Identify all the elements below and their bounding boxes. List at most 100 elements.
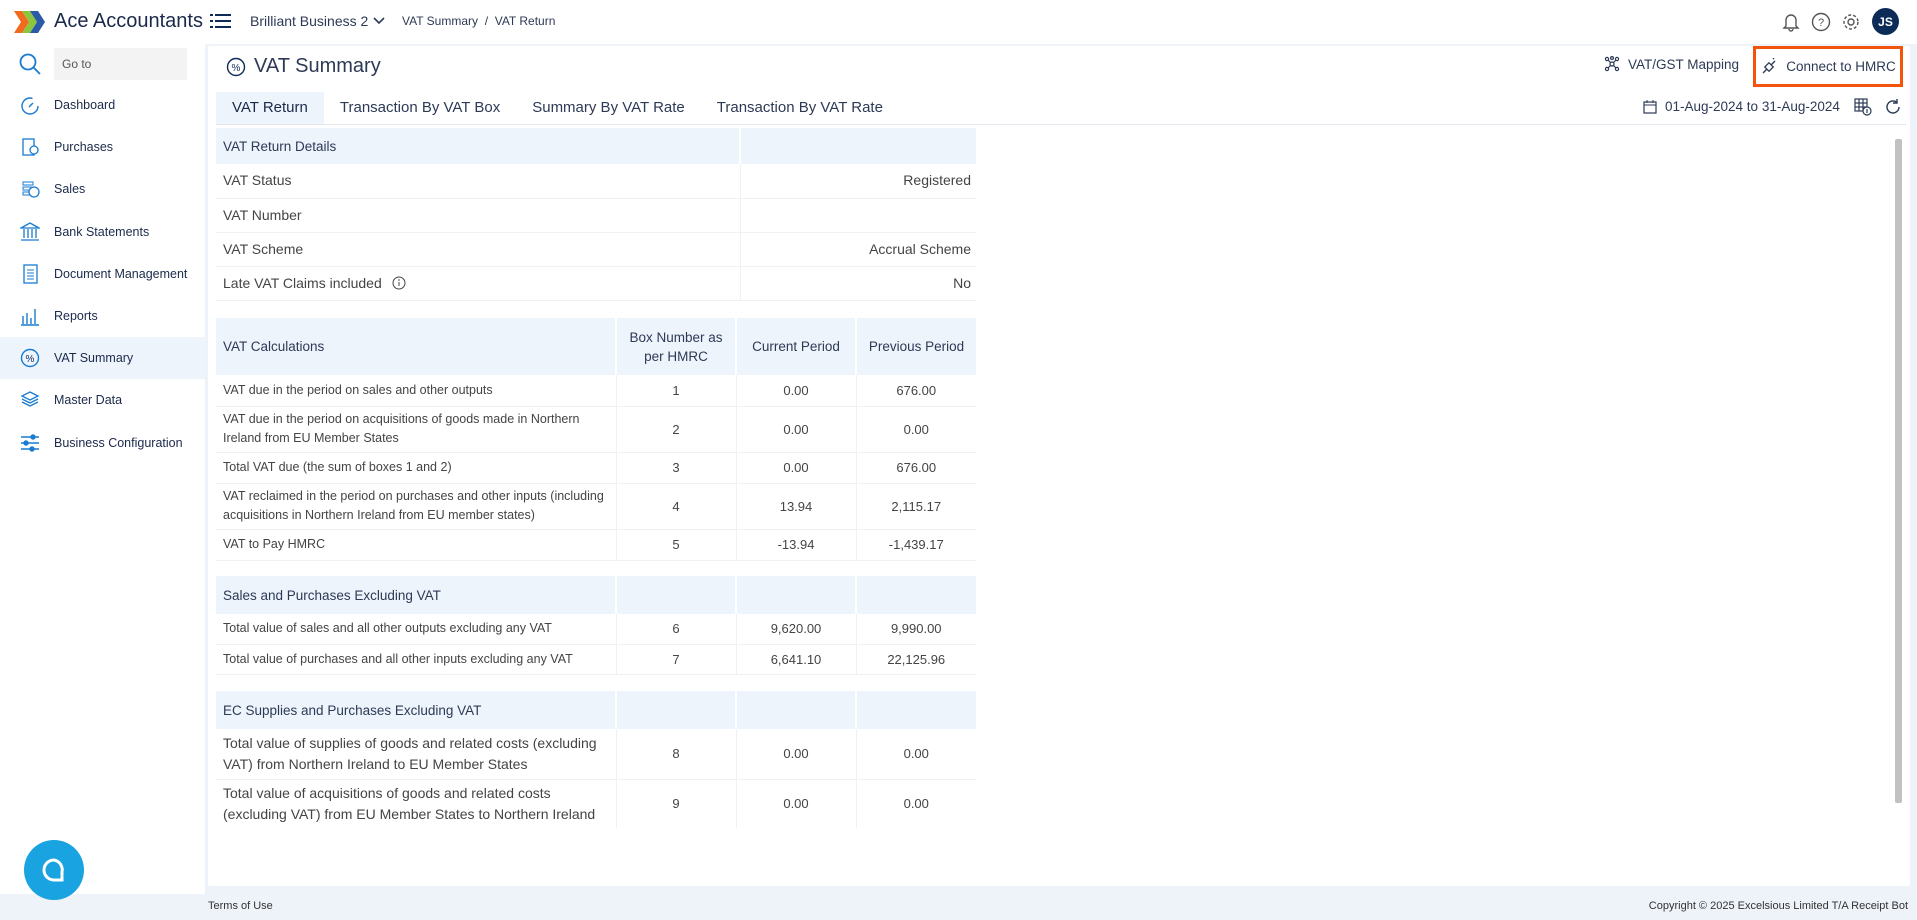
date-range-picker[interactable]: 01-Aug-2024 to 31-Aug-2024 <box>1643 99 1840 114</box>
connect-to-hmrc-button[interactable]: Connect to HMRC <box>1753 46 1903 87</box>
user-avatar[interactable]: JS <box>1872 8 1899 35</box>
logo-icon <box>14 11 45 33</box>
breadcrumb: VAT Summary / VAT Return <box>402 14 555 28</box>
bell-icon[interactable] <box>1780 11 1802 33</box>
detail-value <box>739 198 976 233</box>
table-header-row: Sales and Purchases Excluding VAT <box>216 576 976 614</box>
tab-divider <box>216 124 1906 125</box>
row-description: Total value of sales and all other outpu… <box>216 614 616 645</box>
column-header <box>855 691 976 729</box>
svg-text:%: % <box>26 354 35 365</box>
chevron-down-icon <box>373 17 385 25</box>
current-period-value: -13.94 <box>735 529 856 561</box>
breadcrumb-separator: / <box>484 14 489 28</box>
sidebar-item-master-data[interactable]: Master Data <box>0 379 205 421</box>
table-row: VAT Status Registered <box>216 164 976 199</box>
date-range-text: 01-Aug-2024 to 31-Aug-2024 <box>1665 99 1840 114</box>
scrollbar-thumb[interactable] <box>1895 139 1902 803</box>
sidebar-item-reports[interactable]: Reports <box>0 295 205 337</box>
box-number: 9 <box>615 779 736 828</box>
column-header: Box Number as per HMRC <box>615 318 736 375</box>
sidebar-item-label: Master Data <box>54 393 123 408</box>
sidebar-item-label: Reports <box>54 309 98 323</box>
details-header: VAT Return Details <box>216 128 740 164</box>
column-header <box>615 691 736 729</box>
current-period-value: 0.00 <box>735 779 856 828</box>
tab-transaction-by-vat-box[interactable]: Transaction By VAT Box <box>339 99 501 116</box>
refresh-icon[interactable] <box>1884 98 1902 116</box>
sliders-icon <box>21 433 39 452</box>
previous-period-value: 2,115.17 <box>855 483 976 530</box>
table-header-row: VAT Calculations Box Number as per HMRC Cu… <box>216 318 976 375</box>
tab-summary-by-vat-rate[interactable]: Summary By VAT Rate <box>532 99 685 116</box>
column-header: Current Period <box>735 318 856 375</box>
goto-search-input[interactable]: Go to <box>54 48 187 80</box>
detail-label: VAT Status <box>216 164 740 199</box>
terms-of-use-link[interactable]: Terms of Use <box>208 900 273 912</box>
table-row: VAT due in the period on acquisitions of… <box>216 406 976 453</box>
purchases-icon <box>22 138 39 156</box>
tab-vat-return[interactable]: VAT Return <box>216 92 324 124</box>
section-table-2: Sales and Purchases Excluding VAT Total v… <box>216 576 976 675</box>
sidebar-item-purchases[interactable]: Purchases <box>0 126 205 168</box>
sidebar-item-dashboard[interactable]: Dashboard <box>0 84 205 126</box>
menu-icon[interactable] <box>210 11 232 31</box>
previous-period-value: 0.00 <box>855 729 976 780</box>
reports-icon <box>21 309 39 326</box>
table-row: VAT Scheme Accrual Scheme <box>216 232 976 267</box>
previous-period-value: 0.00 <box>855 779 976 828</box>
box-number: 5 <box>615 529 736 561</box>
percent-icon: % <box>226 57 246 76</box>
column-header <box>615 576 736 614</box>
column-header: Previous Period <box>855 318 976 375</box>
current-period-value: 0.00 <box>735 729 856 780</box>
vat-return-details-table: VAT Return Details VAT Status Registered VA… <box>216 128 976 301</box>
svg-text:?: ? <box>1818 17 1824 29</box>
gear-icon[interactable] <box>1840 11 1862 33</box>
export-grid-icon[interactable] <box>1854 98 1872 116</box>
sidebar-item-label: VAT Summary <box>54 351 134 366</box>
connect-label: Connect to HMRC <box>1786 59 1896 74</box>
sidebar-item-document-management[interactable]: Document Management <box>0 253 205 295</box>
section-table-3: EC Supplies and Purchases Excluding VAT T… <box>216 691 976 828</box>
help-icon[interactable]: ? <box>1810 11 1832 33</box>
row-description: VAT reclaimed in the period on purchases… <box>216 483 616 530</box>
breadcrumb-vat-return: VAT Return <box>494 14 556 28</box>
table-header-row: EC Supplies and Purchases Excluding VAT <box>216 691 976 729</box>
search-icon[interactable] <box>18 52 42 76</box>
sidebar-item-label: Document Management <box>54 266 188 281</box>
vat-return-content: VAT Return Details VAT Status Registered VA… <box>216 128 1896 828</box>
previous-period-value: -1,439.17 <box>855 529 976 561</box>
sidebar-item-bank-statements[interactable]: Bank Statements <box>0 211 205 253</box>
previous-period-value: 0.00 <box>855 406 976 453</box>
box-number: 4 <box>615 483 736 530</box>
current-period-value: 0.00 <box>735 375 856 407</box>
vat-gst-mapping-button[interactable]: VAT/GST Mapping <box>1604 56 1739 72</box>
sidebar-item-label: Purchases <box>54 140 114 155</box>
table-header-row: VAT Return Details <box>216 128 976 164</box>
network-icon <box>1604 56 1620 72</box>
table-row: Total value of sales and all other outpu… <box>216 614 976 645</box>
section-table-1: VAT Calculations Box Number as per HMRC Cu… <box>216 318 976 561</box>
column-header <box>735 691 856 729</box>
tab-transaction-by-vat-rate[interactable]: Transaction By VAT Rate <box>716 99 883 116</box>
main-panel: % VAT Summary VAT/GST Mapping Connect to… <box>208 46 1910 886</box>
box-number: 8 <box>615 729 736 780</box>
dashboard-icon <box>21 97 39 115</box>
info-icon[interactable] <box>392 276 406 290</box>
sidebar-item-business-configuration[interactable]: Business Configuration <box>0 422 205 464</box>
current-period-value: 6,641.10 <box>735 644 856 675</box>
box-number: 3 <box>615 452 736 484</box>
sidebar-item-sales[interactable]: Sales <box>0 168 205 210</box>
vertical-scrollbar[interactable] <box>1894 131 1903 821</box>
breadcrumb-vat-summary[interactable]: VAT Summary <box>402 14 479 28</box>
detail-value: No <box>739 266 976 301</box>
table-row: Total VAT due (the sum of boxes 1 and 2)… <box>216 452 976 484</box>
column-header <box>855 576 976 614</box>
sidebar-item-vat-summary[interactable]: % VAT Summary <box>0 337 205 380</box>
table-row: VAT reclaimed in the period on purchases… <box>216 483 976 530</box>
business-selector[interactable]: Brilliant Business 2 <box>250 13 386 29</box>
current-period-value: 0.00 <box>735 406 856 453</box>
chat-button[interactable] <box>24 840 84 900</box>
detail-label: Late VAT Claims included <box>216 266 740 301</box>
